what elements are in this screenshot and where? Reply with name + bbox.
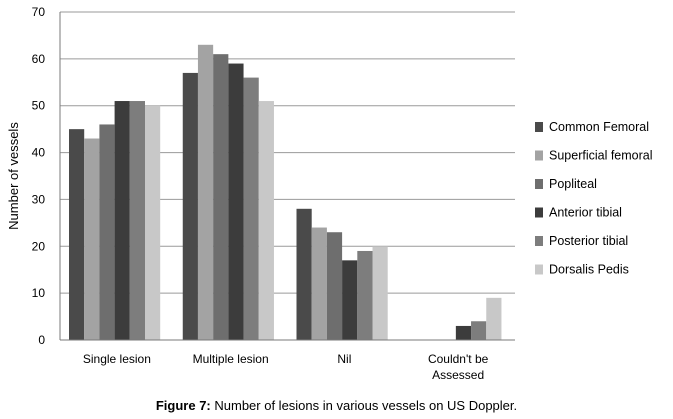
bar — [342, 260, 358, 340]
legend-swatch — [535, 179, 543, 189]
bar — [311, 227, 327, 340]
bar — [182, 72, 198, 341]
legend: Common Femoral Superficial femoral Poplite… — [535, 120, 653, 277]
bar — [228, 63, 244, 341]
bar — [99, 124, 115, 340]
y-tick-label: 10 — [32, 286, 46, 300]
x-tick-labels: Single lesion Multiple lesion Nil Couldn't … — [83, 352, 489, 382]
figure-caption: Figure 7: Number of lesions in various v… — [0, 398, 673, 413]
legend-label: Anterior tibial — [549, 206, 622, 220]
legend-label: Posterior tibial — [549, 234, 628, 248]
caption-text: Number of lesions in various vessels on … — [210, 398, 518, 413]
legend-swatch — [535, 150, 543, 161]
x-tick-label: Couldn't be Assessed — [428, 352, 489, 382]
legend-swatch — [535, 236, 543, 246]
y-axis-title: Number of vessels — [6, 122, 21, 230]
bar — [258, 101, 274, 341]
bar — [213, 54, 229, 341]
legend-swatch — [535, 122, 543, 132]
legend-label: Dorsalis Pedis — [549, 263, 629, 277]
y-tick-label: 70 — [32, 5, 46, 19]
bars — [69, 44, 502, 341]
bar — [84, 138, 100, 340]
bar — [486, 297, 502, 340]
legend-swatch — [535, 264, 543, 275]
legend-label: Popliteal — [549, 177, 597, 191]
bar — [326, 232, 343, 340]
bar-chart: 0 10 20 30 40 50 60 70 Single lesion Multiple le… — [6, 5, 653, 382]
bar — [197, 44, 214, 341]
y-tick-label: 30 — [32, 192, 46, 206]
y-tick-label: 50 — [32, 99, 46, 113]
legend-label: Common Femoral — [549, 120, 649, 134]
bar — [145, 105, 161, 340]
x-tick-label: Single lesion — [83, 352, 151, 366]
x-tick-label: Multiple lesion — [193, 352, 269, 366]
y-tick-label: 60 — [32, 52, 46, 66]
bar — [471, 321, 487, 340]
x-tick-label: Nil — [337, 352, 351, 366]
caption-label: Figure 7: — [155, 398, 211, 413]
bar — [455, 325, 472, 340]
bar — [296, 208, 312, 340]
bar — [372, 246, 388, 340]
legend-label: Superficial femoral — [549, 149, 653, 163]
bar — [243, 77, 259, 340]
y-tick-label: 40 — [32, 146, 46, 160]
y-tick-label: 0 — [38, 333, 45, 347]
y-tick-labels: 0 10 20 30 40 50 60 70 — [32, 5, 46, 347]
y-tick-label: 20 — [32, 239, 46, 253]
axes — [59, 12, 515, 341]
bar — [357, 250, 373, 340]
bar — [114, 101, 130, 341]
bar — [129, 101, 145, 341]
legend-swatch — [535, 207, 543, 218]
bar — [69, 129, 85, 340]
